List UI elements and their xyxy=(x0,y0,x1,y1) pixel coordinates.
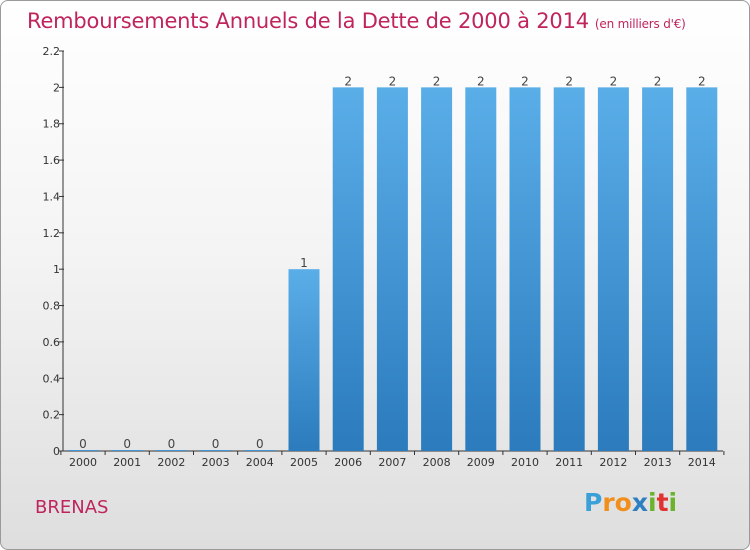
x-tick-label: 2003 xyxy=(202,456,230,469)
data-label: 2 xyxy=(610,74,618,88)
bar xyxy=(244,450,276,451)
bar xyxy=(597,87,629,451)
data-label: 2 xyxy=(565,74,573,88)
chart-unit: (en milliers d'€) xyxy=(594,17,686,31)
x-tick-label: 2013 xyxy=(644,456,672,469)
x-tick-label: 2004 xyxy=(246,456,274,469)
commune-name: BRENAS xyxy=(35,497,109,518)
bar xyxy=(111,450,143,451)
y-tick-label: 2.2 xyxy=(43,45,61,58)
data-label: 0 xyxy=(256,437,264,451)
logo-letter: P xyxy=(584,488,603,517)
bar xyxy=(642,87,674,451)
x-tick-label: 2011 xyxy=(555,456,583,469)
y-tick-label: 0.8 xyxy=(43,300,61,313)
bar xyxy=(509,87,541,451)
y-tick-label: 1.4 xyxy=(43,190,61,203)
bar xyxy=(288,269,320,451)
chart-title: Remboursements Annuels de la Dette de 20… xyxy=(27,9,686,33)
logo-letter: o xyxy=(614,488,632,517)
logo-letter: i xyxy=(668,488,678,517)
logo-letter: t xyxy=(656,488,669,517)
x-tick-label: 2009 xyxy=(467,456,495,469)
x-tick-label: 2007 xyxy=(378,456,406,469)
y-tick-label: 2 xyxy=(53,81,60,94)
x-tick-label: 2008 xyxy=(423,456,451,469)
y-tick-label: 0 xyxy=(53,445,60,458)
bar xyxy=(421,87,453,451)
data-label: 2 xyxy=(433,74,441,88)
data-label: 2 xyxy=(477,74,485,88)
data-label: 2 xyxy=(389,74,397,88)
y-tick-label: 1.2 xyxy=(43,227,61,240)
y-tick-label: 0.2 xyxy=(43,409,61,422)
y-tick-label: 1 xyxy=(53,263,60,276)
x-tick-label: 2014 xyxy=(688,456,716,469)
bar xyxy=(155,450,187,451)
x-tick-label: 2001 xyxy=(113,456,141,469)
data-label: 0 xyxy=(212,437,220,451)
data-label: 2 xyxy=(654,74,662,88)
bar xyxy=(553,87,585,451)
y-tick-label: 1.8 xyxy=(43,118,61,131)
bar xyxy=(465,87,497,451)
bar xyxy=(200,450,232,451)
data-label: 2 xyxy=(521,74,529,88)
x-tick-label: 2005 xyxy=(290,456,318,469)
data-label: 0 xyxy=(168,437,176,451)
logo-letter: r xyxy=(602,488,615,517)
logo-letter: x xyxy=(631,488,648,517)
data-label: 2 xyxy=(698,74,706,88)
x-tick-label: 2006 xyxy=(334,456,362,469)
data-label: 2 xyxy=(344,74,352,88)
data-label: 0 xyxy=(123,437,131,451)
bar xyxy=(686,87,718,451)
data-label: 1 xyxy=(300,256,308,270)
x-tick-label: 2000 xyxy=(69,456,97,469)
bar xyxy=(67,450,99,451)
bar xyxy=(376,87,408,451)
logo-letter: i xyxy=(648,488,657,517)
proxiti-logo: Proxiti xyxy=(584,488,677,517)
y-tick-label: 0.6 xyxy=(43,336,61,349)
x-tick-label: 2002 xyxy=(157,456,185,469)
data-label: 0 xyxy=(79,437,87,451)
y-tick-label: 0.4 xyxy=(43,372,61,385)
x-tick-label: 2012 xyxy=(599,456,627,469)
x-tick-label: 2010 xyxy=(511,456,539,469)
chart-title-text: Remboursements Annuels de la Dette de 20… xyxy=(27,9,589,33)
bar xyxy=(332,87,364,451)
y-tick-label: 1.6 xyxy=(43,154,61,167)
